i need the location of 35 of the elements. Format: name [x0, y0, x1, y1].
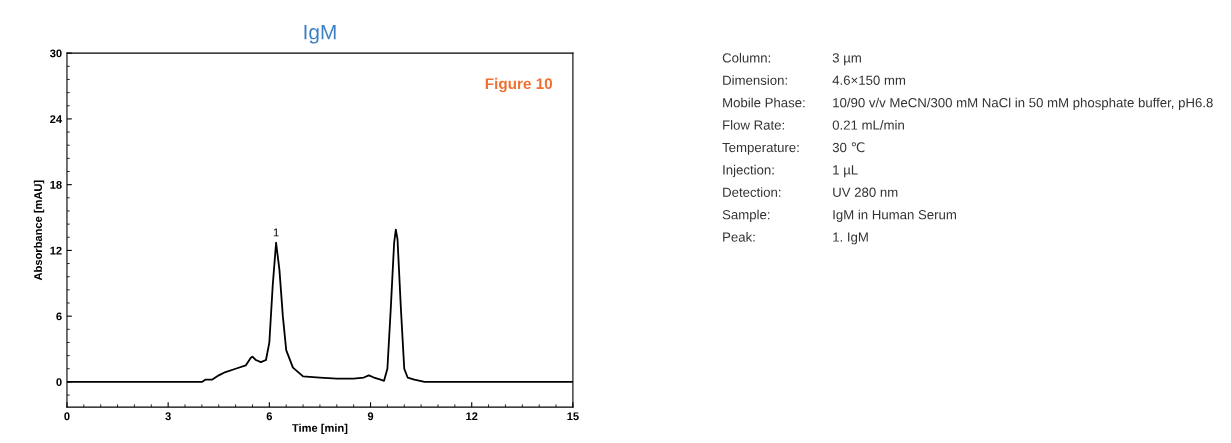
text: Column: — [722, 52, 771, 63]
text: 10/90 v/v MeCN/300 mM NaCl in 50 mM phosphate buffer, pH6.8 — [833, 97, 1213, 110]
chart-title: IgM — [304, 24, 336, 44]
y-tick-label: 30 — [50, 49, 62, 58]
text: Mobile Phase: — [723, 97, 805, 108]
text: Temperature: — [722, 142, 799, 155]
x-tick-label: 0 — [64, 412, 70, 421]
text: Dimension: — [723, 75, 787, 85]
annotation: 1 — [273, 228, 279, 237]
annotation: Figure 10 — [485, 77, 553, 93]
y-tick-label: 6 — [56, 312, 62, 321]
y-tick-label: 12 — [50, 246, 62, 255]
text: 4.6×150 mm — [832, 75, 906, 85]
x-tick-label: 12 — [466, 412, 478, 421]
y-tick-label: 24 — [50, 115, 63, 123]
text: Sample: — [722, 209, 770, 222]
x-axis-title: Time [min] — [292, 423, 348, 435]
text: IgM in Human Serum — [833, 209, 956, 222]
x-tick-label: 9 — [367, 412, 374, 421]
y-tick-label: 18 — [50, 180, 62, 189]
text: 1. IgM — [833, 232, 868, 245]
x-tick-label: 6 — [266, 412, 273, 421]
x-tick-label: 3 — [165, 412, 171, 421]
text: 3 µm — [832, 53, 861, 66]
text: 30 ℃ — [832, 142, 865, 153]
y-axis-title: Absorbance [mAU] — [33, 180, 45, 281]
x-tick-label: 15 — [567, 412, 579, 421]
text: 0.21 mL/min — [832, 120, 904, 130]
text: Injection: — [723, 164, 774, 178]
text: Peak: — [723, 232, 755, 242]
y-tick-label: 0 — [56, 378, 62, 387]
text: 1 µL — [833, 165, 858, 178]
text: UV 280 nm — [833, 187, 898, 197]
text: Flow Rate: — [723, 120, 784, 130]
text: Detection: — [723, 187, 781, 197]
